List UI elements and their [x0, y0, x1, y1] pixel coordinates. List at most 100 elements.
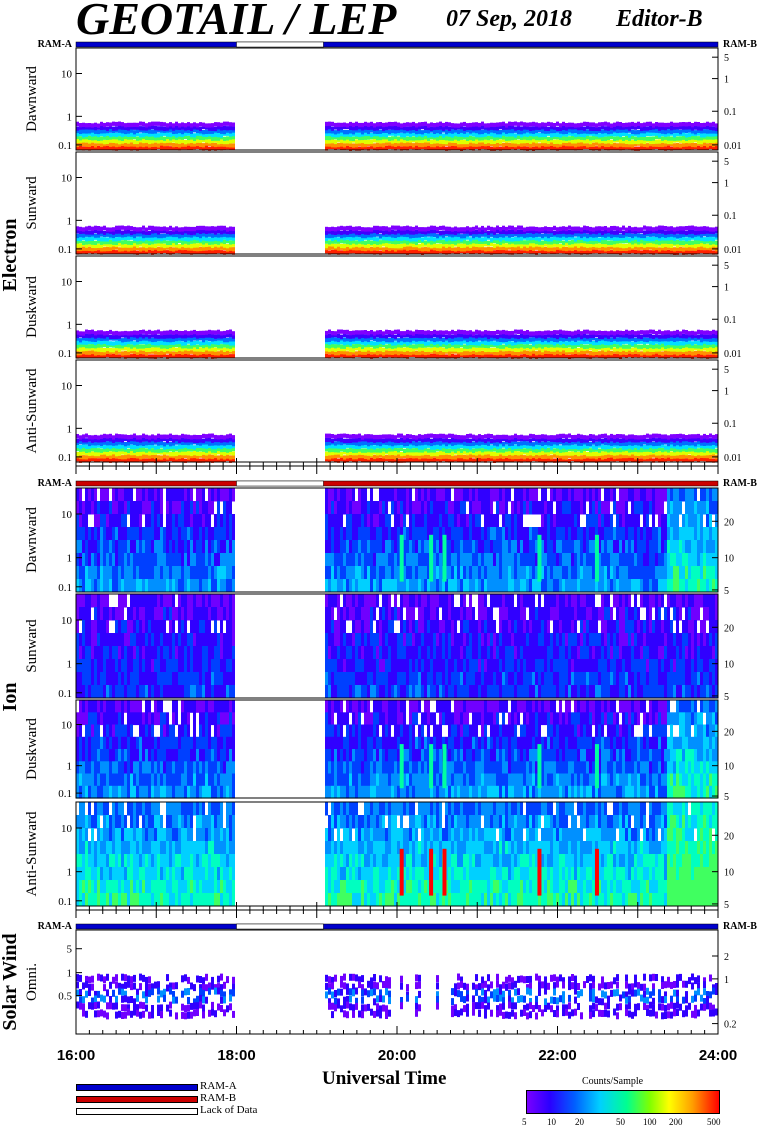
right-tick-label: 5	[724, 900, 729, 911]
right-tick-label: 0.01	[724, 141, 742, 152]
panel-label: Anti-Sunward	[24, 368, 40, 453]
left-tick-label: 10	[61, 509, 73, 521]
spectrogram-panel	[76, 802, 718, 907]
left-tick-label: 1	[67, 423, 73, 435]
colorbar-tick: 5	[522, 1117, 527, 1127]
left-tick-label: 0.5	[58, 991, 72, 1003]
left-tick-label: 1	[67, 761, 73, 773]
panel-label: Anti-Sunward	[24, 811, 40, 896]
spectrogram-panel	[76, 225, 718, 255]
right-tick-label: 10	[724, 762, 734, 773]
right-tick-label: 10	[724, 660, 734, 671]
right-tick-label: 5	[724, 53, 729, 64]
legend-ram-a-label: RAM-A	[200, 1080, 237, 1092]
right-tick-label: 0.01	[724, 453, 742, 464]
ram-gap	[236, 41, 324, 48]
chart-date: 07 Sep, 2018	[446, 6, 572, 32]
group-label: Ion	[0, 683, 21, 712]
legend-ram-a-line	[76, 1084, 198, 1091]
chart-title: GEOTAIL / LEP	[76, 0, 397, 44]
right-tick-label: 0.01	[724, 245, 742, 256]
panel-label: Dawnward	[24, 507, 40, 573]
left-tick-label: 10	[61, 69, 73, 81]
spectrogram-panel	[76, 329, 718, 359]
right-tick-label: 0.1	[724, 419, 737, 430]
left-tick-label: 5	[67, 944, 73, 956]
colorbar-tick: 100	[643, 1117, 657, 1127]
right-tick-label: 0.1	[724, 107, 737, 118]
left-tick-label: 10	[61, 615, 73, 627]
right-tick-label: 1	[724, 283, 729, 294]
right-tick-label: 10	[724, 868, 734, 879]
left-tick-label: 10	[61, 277, 73, 289]
panel-frame	[75, 593, 719, 699]
left-tick-label: 10	[61, 381, 73, 393]
right-tick-label: 20	[724, 623, 734, 634]
ram-right-label: RAM-B	[723, 921, 757, 932]
colorbar-tick: 200	[669, 1117, 683, 1127]
left-tick-label: 0.1	[58, 582, 72, 594]
spectrogram-panel	[76, 700, 718, 799]
colorbar-title: Counts/Sample	[582, 1076, 644, 1087]
colorbar-tick: 10	[547, 1117, 556, 1127]
left-tick-label: 1	[67, 867, 73, 879]
right-tick-label: 20	[724, 727, 734, 738]
spectrogram-panel	[76, 594, 718, 699]
x-axis-label: Universal Time	[322, 1068, 447, 1089]
left-tick-label: 0.1	[58, 452, 72, 464]
group-label: Solar Wind	[0, 933, 21, 1030]
left-tick-label: 1	[67, 659, 73, 671]
ram-gap	[236, 923, 324, 930]
panel-frame	[75, 255, 719, 359]
right-tick-label: 2	[724, 952, 729, 963]
x-tick-label: 16:00	[57, 1047, 95, 1064]
right-tick-label: 1	[724, 975, 729, 986]
colorbar-tick: 20	[575, 1117, 584, 1127]
left-tick-label: 10	[61, 720, 73, 732]
right-tick-label: 5	[724, 692, 729, 703]
panel-label: Omni.	[24, 963, 40, 1001]
panel-label: Duskward	[24, 276, 40, 338]
left-tick-label: 10	[61, 823, 73, 835]
right-tick-label: 20	[724, 831, 734, 842]
left-tick-label: 0.1	[58, 244, 72, 256]
right-tick-label: 20	[724, 517, 734, 528]
legend-ram-b-label: RAM-B	[200, 1092, 237, 1104]
panel-label: Duskward	[24, 718, 40, 780]
left-tick-label: 10	[61, 173, 73, 185]
right-tick-label: 0.1	[724, 315, 737, 326]
panel-label: Sunward	[24, 176, 40, 230]
panel-frame	[75, 487, 719, 593]
spectrogram-panel	[76, 121, 718, 151]
panel-frame	[75, 47, 719, 151]
left-tick-label: 0.1	[58, 348, 72, 360]
left-tick-label: 1	[67, 553, 73, 565]
ram-bar	[75, 480, 719, 487]
right-tick-label: 5	[724, 365, 729, 376]
right-tick-label: 1	[724, 179, 729, 190]
ram-left-label: RAM-A	[38, 39, 73, 50]
ram-bar	[75, 923, 719, 930]
panel-frame	[75, 929, 719, 1035]
legend-ram-b-line	[76, 1096, 198, 1103]
left-tick-label: 0.1	[58, 896, 72, 908]
chart-editor: Editor-B	[616, 6, 703, 32]
spectrogram-panel	[76, 488, 718, 593]
ram-left-label: RAM-A	[38, 478, 73, 489]
ram-left-label: RAM-A	[38, 921, 73, 932]
legend-lack-line	[76, 1108, 198, 1115]
right-tick-label: 5	[724, 261, 729, 272]
group-label: Electron	[0, 219, 21, 292]
right-tick-label: 1	[724, 75, 729, 86]
left-tick-label: 0.1	[58, 140, 72, 152]
x-tick-label: 22:00	[538, 1047, 576, 1064]
panel-frame	[75, 151, 719, 255]
ram-bar	[75, 41, 719, 48]
spectrogram-panel	[76, 973, 718, 1020]
spectrogram-panel	[76, 433, 718, 463]
legend-lack-label: Lack of Data	[200, 1104, 258, 1116]
colorbar-tick: 500	[707, 1117, 721, 1127]
x-tick-label: 20:00	[378, 1047, 416, 1064]
ram-right-label: RAM-B	[723, 478, 757, 489]
